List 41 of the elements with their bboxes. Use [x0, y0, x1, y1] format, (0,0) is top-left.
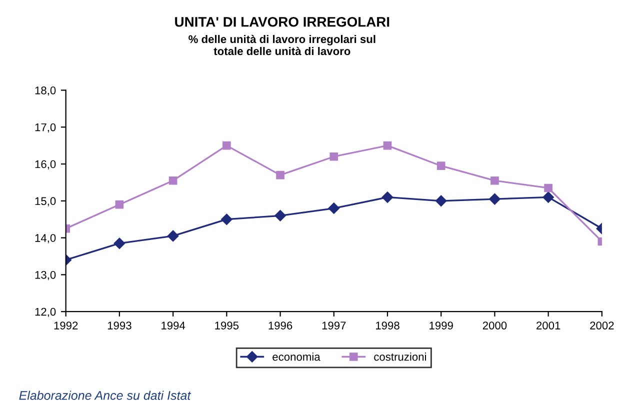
point [544, 184, 552, 192]
x-tick-label: 1994 [162, 322, 186, 330]
x-tick-label: 1995 [215, 322, 239, 330]
point [382, 192, 394, 203]
point [115, 200, 124, 209]
y-tick-label: 13,0 [35, 270, 56, 280]
y-tick-label: 16,0 [35, 160, 56, 170]
point [221, 214, 232, 225]
point [330, 152, 338, 161]
point [436, 162, 446, 170]
point [274, 210, 286, 222]
point [222, 141, 231, 150]
x-tick-label: 2001 [536, 322, 560, 330]
point [383, 141, 392, 150]
y-tick-label: 12,0 [35, 308, 56, 318]
point [276, 170, 284, 180]
x-tick-label: 1993 [108, 322, 132, 330]
point [542, 192, 554, 203]
legend-label: economia [272, 352, 320, 361]
x-tick-label: 2000 [482, 322, 507, 330]
y-tick-label: 14,0 [35, 234, 56, 244]
point [435, 195, 447, 207]
x-tick-label: 1996 [268, 322, 292, 330]
point [490, 176, 499, 185]
y-tick-label: 17,0 [35, 123, 56, 133]
x-tick-label: 1997 [322, 322, 346, 330]
point [489, 193, 500, 205]
text: Elaborazione Ance su dati Istat [19, 390, 192, 400]
x-tick-label: 1999 [430, 322, 453, 330]
chart-title: UNITA' DI LAVORO IRREGOLARI [175, 16, 390, 27]
legend-label: costruzioni [374, 352, 426, 361]
chart-subtitle: % delle unità di lavoro irregolari sul totale delle unità di lavoro [188, 34, 376, 56]
point [168, 176, 178, 185]
point [114, 238, 126, 249]
x-tick-label: 2002 [590, 322, 614, 330]
x-tick-label: 1992 [54, 322, 78, 330]
y-tick-label: 18,0 [35, 86, 56, 96]
point [328, 202, 340, 214]
y-tick-label: 15,0 [35, 197, 56, 206]
point [167, 230, 179, 242]
x-tick-label: 1998 [376, 322, 400, 330]
